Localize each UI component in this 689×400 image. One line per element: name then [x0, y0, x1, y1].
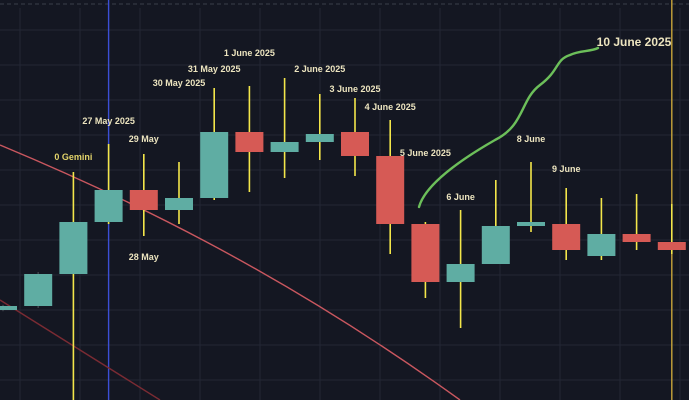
candle-body [481, 226, 510, 264]
annotations: 0 Gemini 27 May 2025 29 May 28 May 30 May 20… [54, 35, 671, 262]
candle-body [0, 306, 17, 310]
candle-body [165, 198, 193, 210]
annotation-label: 4 June 2025 [365, 102, 416, 112]
candle-body [305, 134, 334, 142]
candle-body [200, 132, 229, 198]
projection-path [417, 46, 600, 209]
annotation-label: 5 June 2025 [400, 148, 451, 158]
annotation-label: 31 May 2025 [188, 64, 241, 74]
candle-body [657, 242, 686, 250]
annotation-label: 29 May [129, 134, 159, 144]
candle-body [129, 190, 158, 210]
candle-body [411, 224, 440, 282]
candle-body [622, 234, 651, 242]
annotation-label: 30 May 2025 [153, 78, 206, 88]
dark-red-trend-line [0, 299, 161, 400]
annotation-label: 27 May 2025 [82, 116, 135, 126]
candle-body [517, 222, 545, 226]
candle-body [341, 132, 369, 156]
candle-body [24, 274, 53, 306]
candle-body [59, 222, 88, 274]
candle-body [94, 190, 123, 222]
grid [0, 8, 689, 400]
candle-body [552, 224, 581, 250]
candle-body [587, 234, 616, 256]
candle-body [446, 264, 475, 282]
candle-body [376, 156, 405, 224]
candles [0, 78, 686, 400]
annotation-label: 6 June [446, 192, 475, 202]
annotation-label: 2 June 2025 [294, 64, 345, 74]
annotation-label: 1 June 2025 [224, 48, 275, 58]
candle-body [270, 142, 299, 152]
annotation-label: 0 Gemini [54, 152, 92, 162]
annotation-label: 28 May [129, 252, 159, 262]
annotation-label: 8 June [517, 134, 546, 144]
red-trend-curve [0, 144, 461, 400]
highlight-label: 10 June 2025 [597, 35, 672, 49]
candle-body [235, 132, 264, 152]
annotation-label: 3 June 2025 [329, 84, 380, 94]
annotation-label: 9 June [552, 164, 581, 174]
